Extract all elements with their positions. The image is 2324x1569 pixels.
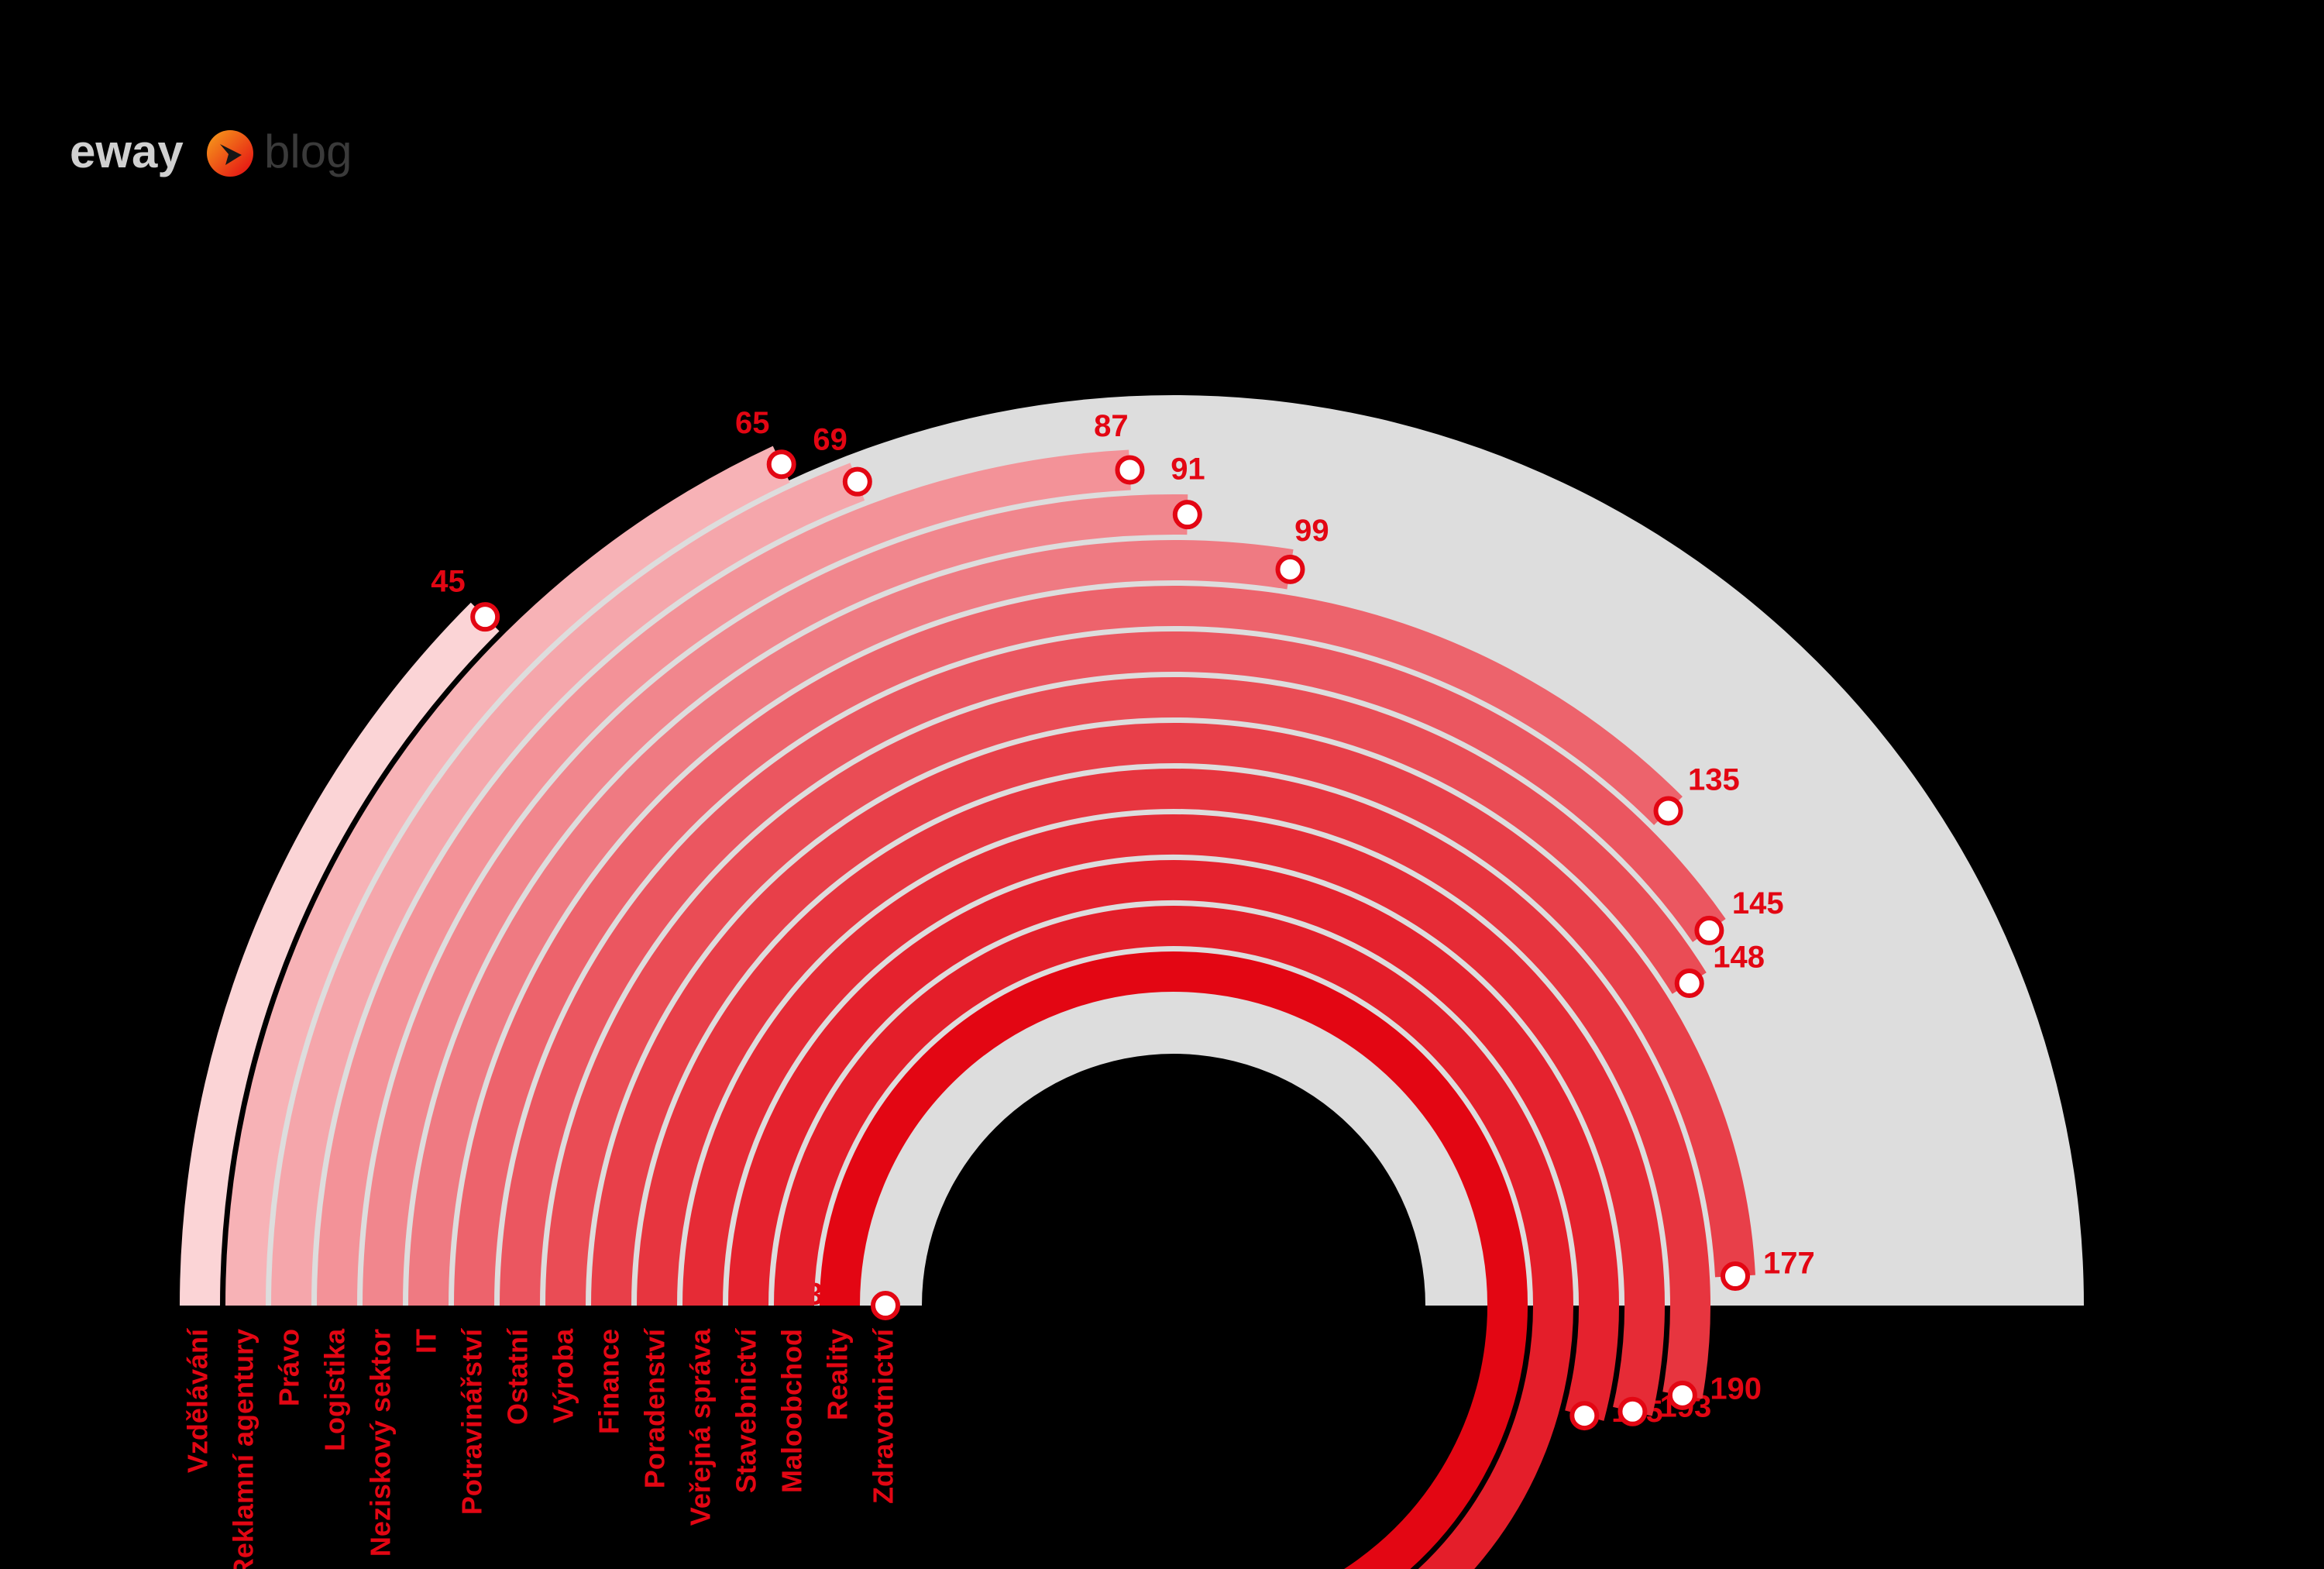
value-label: 135 <box>1688 763 1740 797</box>
category-label: Maloobchod <box>776 1329 808 1493</box>
value-label: 177 <box>1763 1247 1815 1281</box>
value-label: 145 <box>1732 886 1784 920</box>
category-label: Finance <box>593 1329 625 1434</box>
category-label: Veřejná správa <box>685 1328 717 1526</box>
category-label: Potravinářství <box>456 1328 488 1515</box>
value-label: 69 <box>813 423 847 457</box>
logo-text-eway: eway <box>70 126 184 177</box>
arc-end-marker <box>473 604 497 629</box>
arc-end-marker <box>1697 918 1721 943</box>
value-label: 190 <box>1710 1372 1762 1406</box>
category-label: Výroba <box>548 1328 579 1423</box>
arc-end-marker <box>845 470 870 494</box>
category-label: Poradenství <box>639 1328 671 1488</box>
value-label: 87 <box>1094 409 1129 443</box>
category-label: Právo <box>273 1329 305 1406</box>
arc-end-marker <box>1277 557 1302 582</box>
eway-blog-logo: eway blog <box>70 126 352 177</box>
category-label: Reality <box>822 1329 854 1420</box>
arc-end-marker <box>1677 971 1702 996</box>
category-label: Vzdělávání <box>182 1328 214 1473</box>
category-label: IT <box>411 1329 442 1354</box>
radial-bar-chart: 360Zdravotnictví281Reality232Maloobchod1… <box>0 0 2324 1569</box>
category-label: Ostatní <box>502 1328 534 1425</box>
arc-end-marker <box>1723 1264 1748 1289</box>
arc-end-marker <box>1656 798 1681 823</box>
category-label: Stavebnictví <box>731 1328 762 1493</box>
arc-end-marker <box>1572 1403 1597 1428</box>
arc-end-marker <box>1620 1399 1645 1424</box>
category-label: Logistika <box>319 1328 351 1451</box>
value-label: 99 <box>1294 514 1329 548</box>
value-label: 65 <box>735 406 770 440</box>
value-label: 45 <box>431 564 466 598</box>
category-label: Neziskový sektor <box>365 1329 397 1557</box>
value-label: 91 <box>1171 452 1205 487</box>
arc-end-marker <box>873 1293 898 1318</box>
arc-end-marker <box>1117 457 1142 482</box>
arc-end-marker <box>1670 1383 1695 1408</box>
value-label: 148 <box>1713 940 1765 974</box>
arc-end-marker <box>1175 502 1200 527</box>
arc-reality <box>840 972 1508 1569</box>
logo-text-blog: blog <box>264 126 352 177</box>
arc-end-marker <box>769 452 794 477</box>
category-label: Zdravotnictví <box>868 1328 899 1504</box>
category-label: Reklamní agentury <box>228 1329 260 1569</box>
